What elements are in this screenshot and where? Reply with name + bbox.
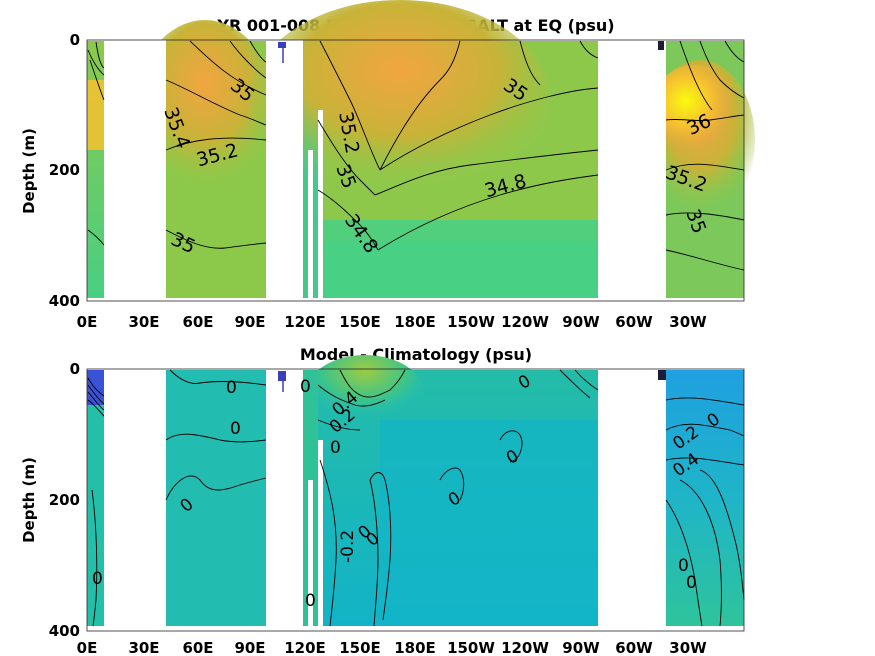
bottom-y-tick-0: 0: [70, 360, 80, 378]
top-field-segment-1: [87, 41, 104, 300]
top-land-mask-america: [598, 40, 666, 301]
top-x-tick-30e: 30E: [128, 313, 159, 331]
top-x-tick-90w: 90W: [562, 313, 600, 331]
top-y-tick-0: 0: [70, 31, 80, 49]
bottom-x-tick-180e: 180E: [394, 639, 436, 656]
top-x-tick-120e: 120E: [284, 313, 326, 331]
bottom-contour-lines: [87, 369, 745, 627]
top-x-tick-150e: 150E: [339, 313, 381, 331]
bottom-x-tick-90w: 90W: [562, 639, 600, 656]
top-field-segment-4-yellow: [650, 65, 740, 155]
bottom-x-tick-30e: 30E: [128, 639, 159, 656]
bottom-x-tick-90e: 90E: [234, 639, 265, 656]
top-x-tick-60e: 60E: [182, 313, 213, 331]
bottom-x-tick-0e: 0E: [77, 639, 98, 656]
top-x-tick-90e: 90E: [234, 313, 265, 331]
bottom-x-tick-60w: 60W: [615, 639, 653, 656]
bottom-x-tick-30w: 30W: [669, 639, 707, 656]
bottom-y-tick-400: 400: [49, 622, 80, 640]
bottom-feature-blue-marker: [278, 371, 286, 381]
bottom-contour-label-4: 0: [300, 377, 311, 397]
top-panel: YR 001-008 BT1850revised SALT at EQ (psu…: [20, 0, 755, 331]
top-feature-dark-edge: [658, 41, 664, 50]
bottom-land-mask-africa: [104, 369, 166, 631]
bottom-contour-label-20: 0: [686, 573, 697, 593]
bottom-land-mask-america: [598, 369, 666, 631]
top-land-mask-gap-1: [308, 150, 313, 300]
top-land-mask-africa: [104, 40, 166, 301]
bottom-contour-label-19: 0: [678, 556, 689, 576]
top-field-segment-1-hi: [87, 80, 104, 150]
top-x-tick-120w: 120W: [501, 313, 549, 331]
bottom-contour-label-7: 0: [330, 438, 341, 458]
bottom-x-tick-60e: 60E: [182, 639, 213, 656]
top-land-mask-bottom: [87, 298, 744, 301]
bottom-contour-label-18: 0: [92, 569, 103, 589]
top-field-segment-2-blob: [135, 20, 275, 200]
top-y-tick-400: 400: [49, 292, 80, 310]
bottom-field-segment-4: [666, 370, 744, 630]
bottom-field-segment-2: [166, 370, 266, 630]
bottom-land-mask-bottom: [87, 626, 744, 631]
bottom-axes-box: [86, 368, 745, 632]
bottom-land-mask-gap-2: [318, 440, 323, 630]
bottom-x-tick-120w: 120W: [501, 639, 549, 656]
bottom-y-tick-200: 200: [49, 491, 80, 509]
bottom-feature-dark-edge: [658, 370, 666, 380]
top-x-ticks: 0E 30E 60E 90E 120E 150E 180E 150W 120W …: [77, 313, 708, 331]
bottom-contour-label-1: 0: [226, 378, 237, 398]
top-y-tick-200: 200: [49, 161, 80, 179]
bottom-field-segment-1: [87, 370, 104, 630]
bottom-x-ticks: 0E 30E 60E 90E 120E 150E 180E 150W 120W …: [77, 639, 708, 656]
bottom-x-tick-120e: 120E: [284, 639, 326, 656]
bottom-land-mask-indonesia: [266, 369, 303, 631]
bottom-y-axis-label: Depth (m): [20, 457, 38, 543]
top-x-tick-60w: 60W: [615, 313, 653, 331]
top-axes-box: [86, 39, 745, 302]
bottom-contour-label-2: 0: [230, 419, 241, 439]
top-field-segment-3-deep: [318, 220, 598, 300]
bottom-field-segment-3-blob: [305, 355, 425, 435]
top-land-mask-gap-2: [318, 110, 323, 300]
top-y-axis-label: Depth (m): [20, 128, 38, 214]
top-x-tick-30w: 30W: [669, 313, 707, 331]
top-x-tick-0e: 0E: [77, 313, 98, 331]
bottom-field-segment-3-deep: [380, 420, 598, 630]
bottom-contour-label-11: -0.2: [338, 530, 358, 563]
bottom-x-tick-150w: 150W: [447, 639, 495, 656]
bottom-contour-label-14: 0: [305, 591, 316, 611]
top-contour-lines: [87, 40, 745, 271]
bottom-land-mask-gap-1: [308, 480, 313, 630]
top-x-tick-150w: 150W: [447, 313, 495, 331]
top-land-mask-indonesia: [266, 40, 303, 301]
bottom-panel: Model - Climatology (psu): [20, 345, 745, 656]
top-feature-blue-marker: [278, 42, 286, 48]
top-x-tick-180e: 180E: [394, 313, 436, 331]
bottom-x-tick-150e: 150E: [339, 639, 381, 656]
